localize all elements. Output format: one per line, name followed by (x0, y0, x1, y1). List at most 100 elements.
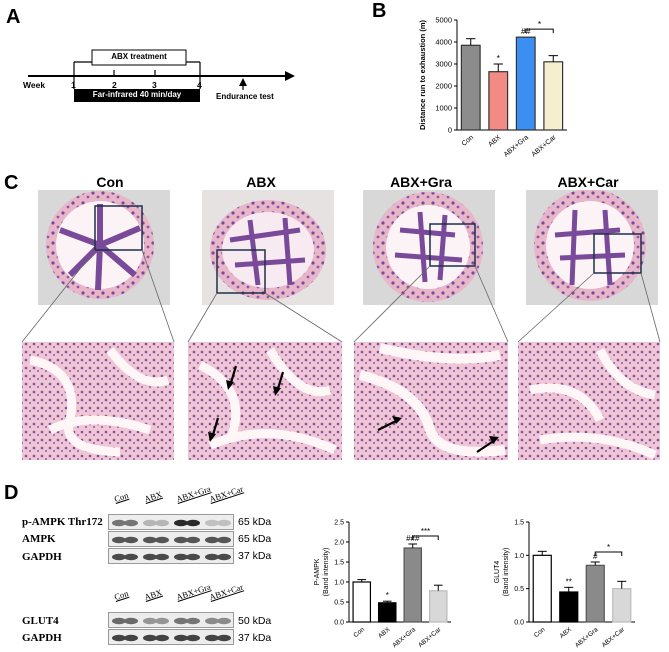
zoom-car (518, 342, 660, 460)
blot-glut4 (108, 612, 234, 628)
significance-mark: ** (566, 577, 572, 586)
x-tick-label: ABX+Car (417, 626, 443, 649)
panel-label-c: C (4, 172, 19, 194)
zoom-abx (188, 342, 342, 460)
blot-band (124, 553, 138, 561)
week-label: Week (23, 80, 46, 90)
week-2: 2 (112, 80, 117, 90)
y-axis-label: Distance run to exhaustion (m) (418, 19, 427, 130)
blot-band (205, 553, 219, 561)
kda-gapdh-2: 37 kDa (238, 632, 272, 644)
y-tick-label: 0.0 (334, 620, 344, 627)
kda-ampk: 65 kDa (238, 533, 272, 545)
x-tick-label: ABX+Car (601, 626, 627, 649)
inset-box-con (94, 205, 143, 251)
blot-band (124, 617, 138, 625)
y-tick-label: 0.5 (334, 600, 344, 607)
lane-label-con-2: Con (112, 588, 130, 602)
y-axis-label: GLUT4 (494, 561, 501, 584)
x-tick-label: Con (533, 626, 547, 639)
blot-label-gapdh-1: GAPDH (22, 551, 62, 563)
blot-band (155, 553, 169, 561)
bar-abx (559, 591, 579, 623)
bar-abx (377, 602, 397, 623)
lane-label-gra: ABX+Gra (174, 483, 212, 504)
blot-band (174, 634, 188, 642)
blot-band (186, 617, 200, 625)
panel-label-b: B (372, 0, 387, 22)
x-tick-label: ABX+Gra (503, 134, 530, 159)
lane-label-abx-2: ABX (142, 586, 164, 602)
bar-abx-car (428, 590, 448, 623)
y-axis-label-2: (Band intensity) (503, 548, 510, 597)
blot-label-ampk: AMPK (22, 533, 56, 545)
blot-pampk (108, 514, 234, 530)
histology-title-abx: ABX (246, 174, 276, 190)
overview-gra (363, 190, 495, 305)
bar-abx (488, 71, 509, 131)
y-tick-label: 2.0 (334, 540, 344, 547)
y-tick-label: 0.5 (514, 586, 524, 593)
blot-band (205, 536, 219, 544)
lane-label-car: ABX+Car (207, 483, 245, 504)
timeline-diagram (28, 49, 295, 102)
blot-band (174, 617, 188, 625)
blot-band (112, 536, 126, 544)
bar-abx-gra (515, 36, 536, 131)
blot-band (124, 536, 138, 544)
blot-band (217, 617, 231, 625)
bar-abx-gra (403, 547, 423, 623)
blot-band (124, 634, 138, 642)
blot-band (112, 553, 126, 561)
blot-band (155, 536, 169, 544)
y-tick-label: 3000 (435, 60, 452, 69)
y-tick-label: 1.0 (514, 553, 524, 560)
far-infrared-bar (74, 89, 200, 102)
x-tick-label: ABX+Gra (391, 626, 417, 649)
overview-con (38, 190, 170, 305)
far-infrared-label: Far-infrared 40 min/day (92, 90, 182, 99)
blot-band (174, 519, 188, 527)
x-tick-label: ABX+Car (531, 134, 559, 159)
blot-label-gapdh-2: GAPDH (22, 632, 62, 644)
y-tick-label: 2.5 (334, 520, 344, 527)
blot-band (186, 553, 200, 561)
blot-ampk (108, 531, 234, 547)
y-tick-label: 0 (448, 126, 452, 135)
significance-bracket (525, 28, 554, 34)
week-1: 1 (71, 80, 76, 90)
blot-band (155, 519, 169, 527)
blot-band (112, 634, 126, 642)
significance-mark: # (593, 552, 598, 561)
zoom-gra (354, 342, 508, 460)
bar-con (352, 581, 372, 623)
blot-band (217, 519, 231, 527)
x-tick-label: ABX+Gra (574, 626, 600, 649)
bar-con (532, 554, 552, 623)
blot-band (143, 634, 157, 642)
x-tick-label: Con (352, 626, 366, 639)
blot-band (174, 536, 188, 544)
significance-bracket (594, 551, 623, 556)
bar-abx-car (612, 588, 632, 623)
blot-band (205, 634, 219, 642)
inset-box-gra (429, 223, 476, 267)
lane-label-car-2: ABX+Car (207, 581, 245, 602)
blot-band (205, 519, 219, 527)
x-tick-label: ABX (487, 134, 502, 149)
pampk-chart: 0.0 0.5 1.0 1.5 2.0 2.5 P-AMPK (Band intensity)… (314, 520, 451, 649)
y-axis-label-2: (Band intensity) (323, 548, 330, 597)
blot-band (112, 617, 126, 625)
distance-chart: 0 1000 2000 3000 4000 5000 Distance run to exh… (418, 16, 567, 159)
x-tick-label: Con (461, 134, 475, 148)
inset-box-abx (216, 249, 266, 294)
bracket-mark: *** (421, 527, 430, 536)
histology-figure (21, 190, 661, 460)
blot-band (155, 617, 169, 625)
y-tick-label: 0.0 (514, 620, 524, 627)
histology-title-con: Con (96, 174, 124, 190)
y-tick-label: 1.5 (514, 520, 524, 527)
week-3: 3 (152, 80, 157, 90)
blot-band (217, 536, 231, 544)
blot-band (143, 519, 157, 527)
